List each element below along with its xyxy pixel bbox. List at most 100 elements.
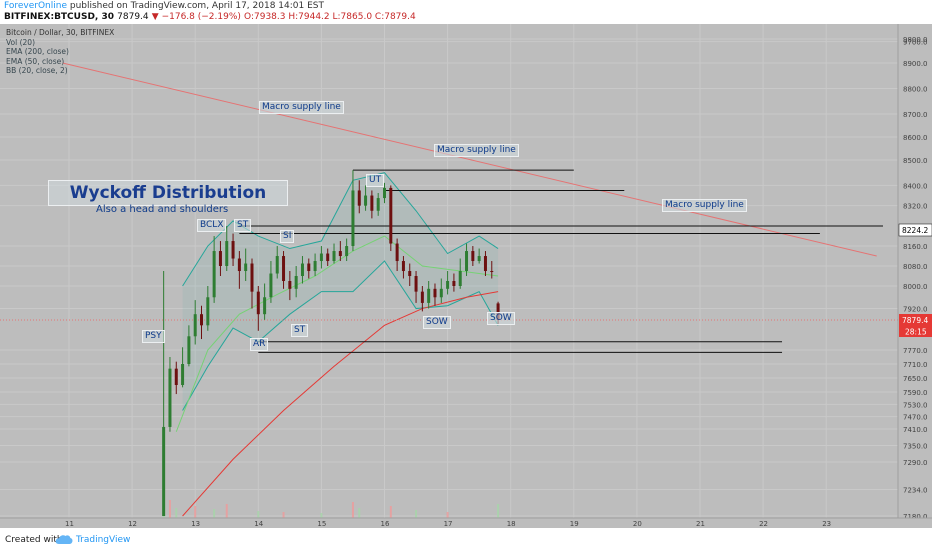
candle-body — [206, 297, 210, 326]
price-tick-label: 8600.0 — [903, 134, 928, 142]
volume-bar — [257, 511, 260, 518]
price-tick-label: 8500.0 — [903, 157, 928, 165]
candle-body — [263, 297, 267, 315]
legend-ema200[interactable]: EMA (200, close) — [6, 47, 69, 56]
price-tick-label: 7920.0 — [903, 306, 928, 314]
price-tick-label: 8900.0 — [903, 60, 928, 68]
candle-body — [218, 251, 222, 267]
time-tick-label: 23 — [822, 520, 831, 528]
time-tick-label: 11 — [65, 520, 74, 528]
candle-body — [326, 253, 330, 262]
price-tick-label: 7530.0 — [903, 401, 928, 409]
price-tick-label: 7410.0 — [903, 426, 928, 434]
candle-body — [237, 258, 241, 272]
price-tick-label: 7290.0 — [903, 459, 928, 467]
candle-body — [496, 303, 500, 320]
plot-background — [0, 24, 932, 528]
candle-body — [433, 288, 437, 298]
publish-header: ForeverOnline published on TradingView.c… — [0, 0, 932, 24]
publish-info: published on TradingView.com, April 17, … — [67, 1, 324, 11]
candle-body — [345, 246, 349, 257]
candle-body — [275, 256, 279, 274]
wyckoff-subtitle: Also a head and shoulders — [96, 204, 229, 215]
volume-bar — [168, 500, 171, 518]
volume-bar — [446, 512, 449, 518]
author-link[interactable]: ForeverOnline — [4, 1, 67, 11]
candle-body — [294, 276, 298, 289]
candle-body — [256, 291, 260, 315]
time-tick-label: 12 — [128, 520, 137, 528]
candle-body — [483, 256, 487, 272]
chart-area[interactable]: 9800.0 9700.0 8900.0 8800.0 8700.0 8600.0 8500… — [0, 24, 932, 528]
candle-body — [458, 271, 462, 286]
tradingview-cloud-icon — [55, 535, 73, 544]
price-tick-label: 8000.0 — [903, 283, 928, 291]
price-tick-label: 7590.0 — [903, 389, 928, 397]
volume-bar — [497, 504, 500, 518]
legend-bb[interactable]: BB (20, close, 2) — [6, 66, 68, 75]
time-tick-label: 14 — [254, 520, 263, 528]
candle-body — [364, 195, 368, 206]
legend-volume[interactable]: Vol (20) — [6, 37, 36, 47]
ema50-line — [175, 235, 499, 432]
volume-bar — [389, 506, 392, 518]
price-tick-label: 9700.0 — [903, 39, 928, 47]
time-tick-label: 18 — [507, 520, 516, 528]
label-st-1: ST — [234, 219, 252, 232]
candle-body — [300, 263, 304, 277]
volume-bar — [175, 508, 178, 518]
supply-label-1: Macro supply line — [259, 101, 344, 114]
volume-bar — [320, 513, 323, 518]
candle-body — [401, 261, 405, 272]
candle-body — [357, 190, 361, 206]
last-price: 7879.4 — [117, 12, 149, 22]
price-tick-label: 9800.0 — [903, 36, 928, 44]
candle-body — [200, 314, 204, 326]
supply-label-2: Macro supply line — [434, 144, 519, 157]
candle-body — [408, 271, 412, 277]
tradingview-link[interactable]: TradingView — [76, 535, 131, 545]
footer: Created with TradingView — [0, 528, 932, 550]
time-tick-label: 21 — [696, 520, 705, 528]
label-sow-1: SOW — [423, 316, 451, 329]
candle-body — [383, 187, 386, 199]
price-tick-label: 7710.0 — [903, 361, 928, 369]
volume-bar — [358, 508, 361, 518]
candle-body — [370, 195, 374, 211]
candle-body — [282, 256, 286, 282]
level-badge-text: 8224.2 — [902, 226, 928, 235]
price-tick-label: 8320.0 — [903, 203, 928, 211]
price-tick-label: 8160.0 — [903, 243, 928, 251]
candle-body — [490, 271, 494, 273]
candle-body — [288, 281, 292, 289]
label-ut: UT — [366, 174, 385, 187]
bb-lower-line — [182, 260, 499, 411]
candle-body — [452, 281, 456, 286]
countdown-badge-text: 28:15 — [905, 328, 927, 337]
label-st-3: ST — [291, 324, 309, 337]
price-tick-label: 7350.0 — [903, 443, 928, 451]
level-badge-box — [898, 223, 932, 237]
legend-ema50[interactable]: EMA (50, close) — [6, 56, 65, 66]
candle-body — [231, 241, 235, 259]
volume-bar — [213, 509, 216, 518]
wyckoff-title: Wyckoff Distribution — [48, 180, 288, 206]
time-axis — [0, 518, 932, 528]
symbol-label: BITFINEX:BTCUSD, 30 — [4, 12, 115, 22]
candle-body — [427, 288, 431, 303]
supply-line — [62, 62, 877, 257]
candle-body — [162, 426, 166, 516]
price-tick-label: 8800.0 — [903, 86, 928, 94]
price-tick-label: 7234.0 — [903, 486, 928, 494]
last-price-badge-text: 7879.4 — [902, 316, 928, 325]
candle-body — [389, 187, 393, 244]
time-tick-label: 22 — [759, 520, 768, 528]
label-psy: PSY — [142, 330, 165, 343]
publish-line: ForeverOnline published on TradingView.c… — [4, 1, 324, 12]
volume-bar — [225, 504, 228, 518]
candle-body — [332, 251, 336, 262]
price-tick-label: 8080.0 — [903, 263, 928, 271]
price-tick-label: 7650.0 — [903, 375, 928, 383]
candle-body — [420, 291, 424, 303]
